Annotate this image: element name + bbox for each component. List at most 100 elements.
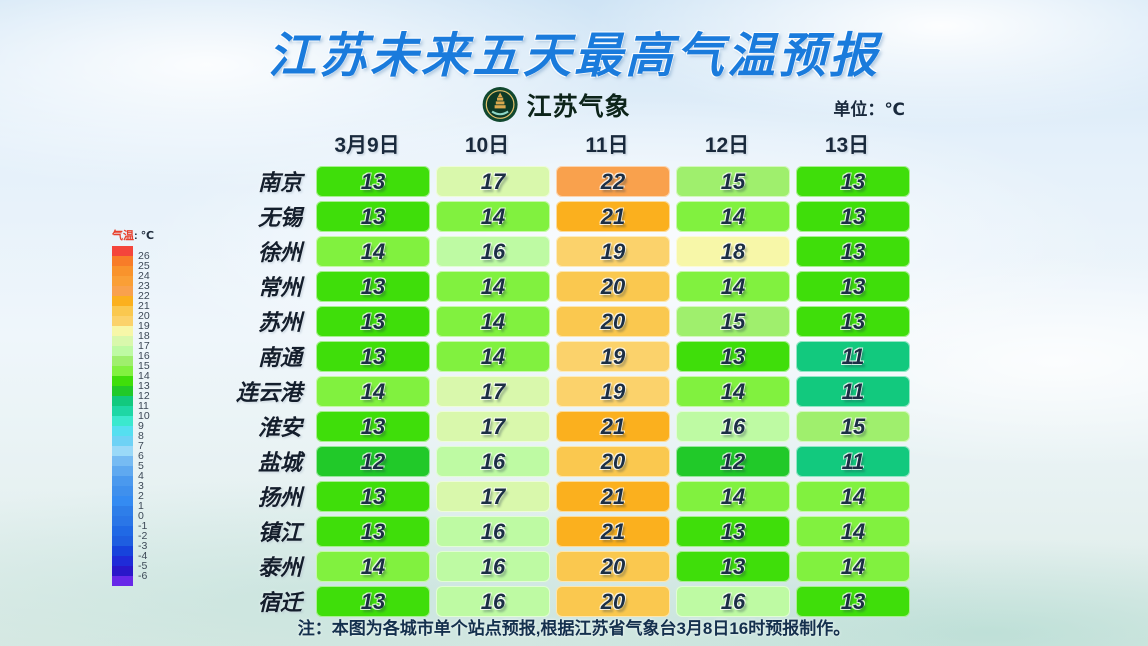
colorbar-swatch: 21 [112,296,150,312]
temp-cell: 15 [676,305,790,337]
colorbar-swatch: -4 [112,546,147,562]
table-row: 扬州 13 17 21 14 14 [212,480,910,512]
table-row: 淮安 13 17 21 16 15 [212,410,910,442]
temp-cell: 14 [436,270,550,302]
temp-cell: 13 [796,165,910,197]
table-row: 南京 13 17 22 15 13 [212,165,910,197]
temp-cell: 14 [436,200,550,232]
colorbar-swatch: 13 [112,376,150,392]
colorbar-tick-label: 3 [138,480,144,492]
colorbar-swatch: 22 [112,286,150,302]
colorbar-swatch: 25 [112,256,150,272]
temp-cell: 17 [436,375,550,407]
temp-cell: 21 [556,515,670,547]
colorbar-tick-label: 25 [138,260,150,272]
colorbar-swatch: 2 [112,486,144,502]
temp-cell: 13 [796,235,910,267]
colorbar-tick-label: -4 [138,550,148,562]
temp-cell: 14 [316,235,430,267]
colorbar-swatch: 24 [112,266,150,282]
temp-cell: 17 [436,165,550,197]
temp-cell: 11 [796,375,910,407]
colorbar-title: 气温: ℃ [112,227,154,243]
date-header: 3月9日 [334,134,400,157]
colorbar-tick-label: -1 [138,520,148,532]
temp-cell: 14 [796,550,910,582]
colorbar-tick-label: 21 [138,300,150,312]
temp-cell: 13 [676,515,790,547]
city-label: 镇江 [257,520,302,545]
temp-cell: 16 [436,585,550,617]
colorbar-swatch [112,576,133,586]
temp-cell: 19 [556,340,670,372]
colorbar-swatch: 8 [112,426,144,442]
temp-cell: 14 [676,375,790,407]
colorbar-swatch: 15 [112,356,150,372]
temp-cell: 20 [556,305,670,337]
temp-cell: 13 [796,200,910,232]
colorbar-tick-label: 17 [138,340,150,352]
colorbar-title-temp: 气温 [112,230,134,242]
temp-cell: 18 [676,235,790,267]
colorbar-swatch: 18 [112,326,150,342]
city-label: 盐城 [257,450,302,475]
temp-cell: 19 [556,235,670,267]
logo-text: 江苏气象 [526,92,631,121]
colorbar-tick-label: -2 [138,530,148,542]
colorbar-swatch: 5 [112,456,144,472]
temp-cell: 13 [316,515,430,547]
colorbar-swatch: 4 [112,466,144,482]
city-label: 扬州 [257,485,302,510]
city-label: 淮安 [257,415,302,440]
table-row: 无锡 13 14 21 14 13 [212,200,910,232]
footnote: 注：本图为各城市单个站点预报,根据江苏省气象台3月8日16时预报制作。 [297,619,851,638]
jiangsu-meteorology-emblem-icon [482,86,519,123]
colorbar-tick-label: 1 [138,500,144,512]
temp-cell: 13 [316,200,430,232]
colorbar-swatch: 23 [112,276,150,292]
city-label: 苏州 [257,310,302,335]
temp-cell: 13 [796,585,910,617]
table-row: 宿迁 13 16 20 16 13 [212,585,910,617]
temp-cell: 12 [316,445,430,477]
temp-cell: 13 [316,305,430,337]
colorbar-swatch: 12 [112,386,150,402]
colorbar-swatch: 6 [112,446,144,462]
temp-cell: 11 [796,340,910,372]
colorbar-swatch: 1 [112,496,144,512]
colorbar-tick-label: 2 [138,490,144,502]
temp-cell: 20 [556,550,670,582]
table-row: 连云港 14 17 19 14 11 [212,375,910,407]
colorbar-tick-label: 11 [138,400,149,412]
colorbar-tick-label: 16 [138,350,150,362]
temp-cell: 13 [676,340,790,372]
temp-cell: 14 [676,480,790,512]
temp-cell: 16 [436,445,550,477]
temp-cell: 16 [436,235,550,267]
temp-cell: 20 [556,445,670,477]
temp-cell: 13 [316,340,430,372]
colorbar-tick-label: 12 [138,390,150,402]
colorbar-tick-label: 8 [138,430,144,442]
temp-cell: 13 [676,550,790,582]
unit-label: 单位：℃ [833,100,905,119]
colorbar-swatch: -2 [112,526,147,542]
temp-cell: 20 [556,585,670,617]
forecast-table: 3月9日 10日 11日 12日 13日 南京 13 17 22 15 13 无锡 13 14 21 14 1… [212,131,910,620]
colorbar-tick-label: 10 [138,410,150,422]
temp-cell: 15 [796,410,910,442]
temp-cell: 21 [556,410,670,442]
colorbar-tick-label: -3 [138,540,148,552]
colorbar-tick-label: 5 [138,460,144,472]
colorbar-tick-label: 7 [138,440,144,452]
colorbar-swatch: -1 [112,516,147,532]
table-row: 镇江 13 16 21 13 14 [212,515,910,547]
temp-cell: 13 [316,410,430,442]
temp-cell: 14 [796,515,910,547]
colorbar-tick-label: 13 [138,380,150,392]
colorbar-tick-label: 19 [138,320,150,332]
temp-cell: 17 [436,480,550,512]
temp-cell: 19 [556,375,670,407]
colorbar-swatch: -6 [112,566,147,582]
colorbar-tick-label: 14 [138,370,150,382]
